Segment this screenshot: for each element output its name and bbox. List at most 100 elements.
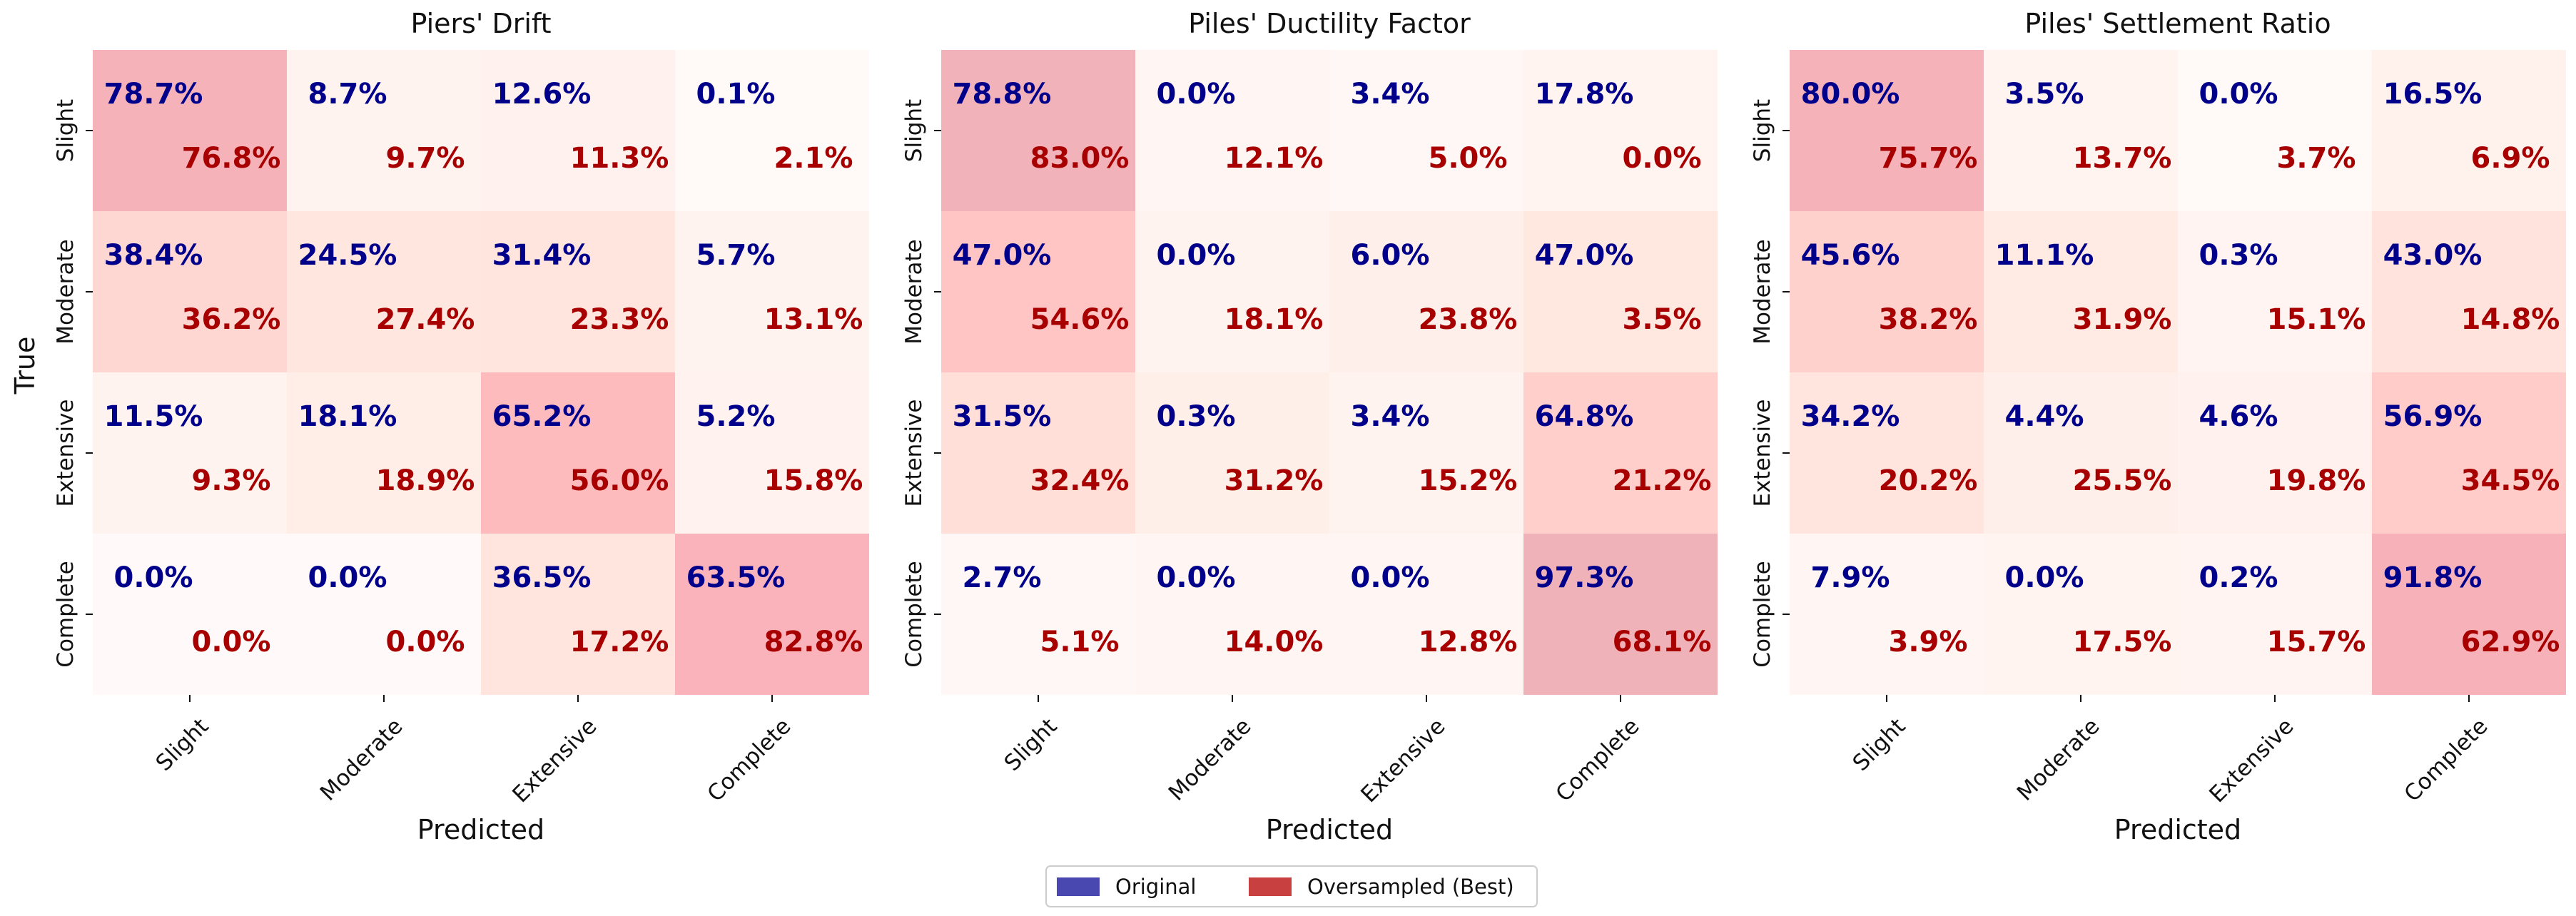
value-oversampled-piles-settlement-ratio-r1-c1: 31.9%: [2073, 303, 2172, 336]
value-oversampled-piles-ductility-factor-r2-c2: 15.2%: [1419, 464, 1518, 497]
heatmap-cell-piles-settlement-ratio-r1-c1: [1984, 211, 2178, 372]
value-oversampled-piles-ductility-factor-r3-c1: 14.0%: [1224, 626, 1324, 658]
value-original-piers-drift-r0-c1: 8.7%: [308, 78, 387, 111]
y-tick-label-piles-ductility-factor-extensive: Extensive: [901, 400, 927, 507]
value-original-piles-settlement-ratio-r1-c3: 43.0%: [2383, 239, 2483, 272]
panel-title-piers-drift: Piers' Drift: [410, 8, 551, 39]
heatmap-cell-piles-ductility-factor-r2-c0: [941, 372, 1135, 534]
value-original-piles-settlement-ratio-r3-c2: 0.2%: [2199, 561, 2278, 594]
heatmap-cell-piers-drift-r2-c3: [675, 372, 869, 534]
value-original-piles-settlement-ratio-r2-c2: 4.6%: [2199, 400, 2278, 433]
value-oversampled-piers-drift-r1-c2: 23.3%: [570, 303, 669, 336]
value-oversampled-piles-ductility-factor-r2-c1: 31.2%: [1224, 464, 1324, 497]
x-tick-label-piers-drift-complete: Complete: [702, 713, 796, 807]
x-tick-label-piers-drift-slight: Slight: [151, 713, 214, 776]
heatmap-cell-piles-ductility-factor-r0-c3: [1523, 50, 1718, 211]
value-original-piles-ductility-factor-r2-c2: 3.4%: [1351, 400, 1430, 433]
value-original-piers-drift-r2-c1: 18.1%: [298, 400, 397, 433]
value-original-piles-ductility-factor-r3-c0: 2.7%: [963, 561, 1042, 594]
value-oversampled-piers-drift-r2-c3: 15.8%: [764, 464, 863, 497]
heatmap-cell-piles-ductility-factor-r0-c2: [1329, 50, 1523, 211]
x-tick-label-piers-drift-extensive: Extensive: [507, 713, 602, 808]
value-oversampled-piles-settlement-ratio-r3-c1: 17.5%: [2073, 626, 2172, 658]
heatmap-cell-piles-settlement-ratio-r3-c3: [2372, 534, 2566, 695]
heatmap-cell-piers-drift-r3-c1: [287, 534, 481, 695]
x-tick-label-piles-ductility-factor-extensive: Extensive: [1356, 713, 1450, 808]
panel-title-piles-settlement-ratio: Piles' Settlement Ratio: [2024, 8, 2331, 39]
value-oversampled-piles-settlement-ratio-r3-c3: 62.9%: [2461, 626, 2560, 658]
value-original-piles-ductility-factor-r3-c3: 97.3%: [1535, 561, 1634, 594]
value-oversampled-piles-settlement-ratio-r2-c0: 20.2%: [1879, 464, 1978, 497]
value-oversampled-piles-ductility-factor-r1-c0: 54.6%: [1030, 303, 1130, 336]
value-original-piles-ductility-factor-r0-c1: 0.0%: [1157, 78, 1236, 111]
heatmap-cell-piles-ductility-factor-r2-c3: [1523, 372, 1718, 534]
value-oversampled-piers-drift-r2-c1: 18.9%: [376, 464, 475, 497]
value-original-piles-settlement-ratio-r2-c1: 4.4%: [2005, 400, 2084, 433]
y-tick-label-piles-settlement-ratio-slight: Slight: [1750, 99, 1775, 162]
y-tick-label-piers-drift-extensive: Extensive: [53, 400, 78, 507]
x-tick-label-piers-drift-moderate: Moderate: [315, 713, 408, 806]
value-original-piles-settlement-ratio-r1-c1: 11.1%: [1995, 239, 2094, 272]
value-oversampled-piles-ductility-factor-r0-c1: 12.1%: [1224, 142, 1324, 175]
x-tick-label-piles-ductility-factor-slight: Slight: [1000, 713, 1063, 776]
value-oversampled-piles-ductility-factor-r1-c3: 3.5%: [1623, 303, 1702, 336]
y-tick-label-piles-ductility-factor-complete: Complete: [901, 561, 927, 667]
value-original-piles-ductility-factor-r1-c2: 6.0%: [1351, 239, 1430, 272]
value-original-piles-settlement-ratio-r0-c3: 16.5%: [2383, 78, 2483, 111]
value-original-piers-drift-r2-c3: 5.2%: [696, 400, 776, 433]
value-original-piles-ductility-factor-r3-c2: 0.0%: [1351, 561, 1430, 594]
value-oversampled-piles-settlement-ratio-r3-c0: 3.9%: [1889, 626, 1968, 658]
x-axis-label-piers-drift: Predicted: [417, 814, 544, 845]
x-tick-label-piles-settlement-ratio-slight: Slight: [1848, 713, 1911, 776]
value-oversampled-piers-drift-r1-c3: 13.1%: [764, 303, 863, 336]
value-oversampled-piers-drift-r1-c0: 36.2%: [182, 303, 281, 336]
value-original-piles-settlement-ratio-r3-c3: 91.8%: [2383, 561, 2483, 594]
heatmap-cell-piers-drift-r0-c1: [287, 50, 481, 211]
value-oversampled-piles-settlement-ratio-r3-c2: 15.7%: [2267, 626, 2366, 658]
value-oversampled-piles-settlement-ratio-r1-c2: 15.1%: [2267, 303, 2366, 336]
value-oversampled-piers-drift-r0-c1: 9.7%: [386, 142, 465, 175]
heatmap-cell-piers-drift-r1-c2: [481, 211, 675, 372]
value-original-piles-ductility-factor-r2-c3: 64.8%: [1535, 400, 1634, 433]
heatmap-cell-piles-settlement-ratio-r0-c0: [1790, 50, 1984, 211]
value-original-piers-drift-r3-c3: 63.5%: [686, 561, 786, 594]
heatmap-cell-piers-drift-r1-c1: [287, 211, 481, 372]
value-oversampled-piers-drift-r0-c2: 11.3%: [570, 142, 669, 175]
value-original-piers-drift-r1-c0: 38.4%: [104, 239, 203, 272]
value-original-piles-ductility-factor-r3-c1: 0.0%: [1157, 561, 1236, 594]
heatmap-cell-piles-settlement-ratio-r1-c0: [1790, 211, 1984, 372]
y-axis-label: True: [9, 337, 41, 395]
value-oversampled-piles-settlement-ratio-r0-c2: 3.7%: [2277, 142, 2356, 175]
value-original-piers-drift-r1-c1: 24.5%: [298, 239, 397, 272]
value-original-piers-drift-r1-c2: 31.4%: [492, 239, 592, 272]
heatmap-cell-piers-drift-r2-c0: [93, 372, 287, 534]
value-oversampled-piles-ductility-factor-r2-c3: 21.2%: [1613, 464, 1712, 497]
value-original-piers-drift-r0-c0: 78.7%: [104, 78, 203, 111]
y-tick-label-piles-settlement-ratio-moderate: Moderate: [1750, 239, 1775, 344]
value-original-piers-drift-r2-c0: 11.5%: [104, 400, 203, 433]
legend-label-original: Original: [1115, 875, 1196, 899]
legend-swatch-original: [1057, 877, 1100, 896]
heatmap-cell-piers-drift-r3-c2: [481, 534, 675, 695]
x-tick-label-piles-settlement-ratio-complete: Complete: [2399, 713, 2493, 807]
heatmap-cell-piers-drift-r0-c2: [481, 50, 675, 211]
value-original-piles-ductility-factor-r2-c1: 0.3%: [1157, 400, 1236, 433]
heatmap-cell-piers-drift-r0-c0: [93, 50, 287, 211]
heatmap-cell-piles-ductility-factor-r1-c3: [1523, 211, 1718, 372]
value-oversampled-piles-settlement-ratio-r0-c3: 6.9%: [2471, 142, 2550, 175]
heatmap-cell-piers-drift-r2-c2: [481, 372, 675, 534]
value-oversampled-piles-ductility-factor-r1-c2: 23.8%: [1419, 303, 1518, 336]
value-original-piles-settlement-ratio-r0-c0: 80.0%: [1801, 78, 1900, 111]
y-tick-label-piers-drift-moderate: Moderate: [53, 239, 78, 344]
x-axis-label-piles-settlement-ratio: Predicted: [2114, 814, 2241, 845]
value-oversampled-piers-drift-r2-c2: 56.0%: [570, 464, 669, 497]
value-oversampled-piles-ductility-factor-r2-c0: 32.4%: [1030, 464, 1130, 497]
heatmap-cell-piles-settlement-ratio-r3-c2: [2178, 534, 2372, 695]
heatmap-cell-piers-drift-r1-c0: [93, 211, 287, 372]
legend-label-oversampled: Oversampled (Best): [1307, 875, 1514, 899]
value-oversampled-piles-ductility-factor-r3-c3: 68.1%: [1613, 626, 1712, 658]
value-oversampled-piles-ductility-factor-r1-c1: 18.1%: [1224, 303, 1324, 336]
y-tick-label-piles-ductility-factor-slight: Slight: [901, 99, 927, 162]
value-original-piles-ductility-factor-r0-c0: 78.8%: [953, 78, 1052, 111]
